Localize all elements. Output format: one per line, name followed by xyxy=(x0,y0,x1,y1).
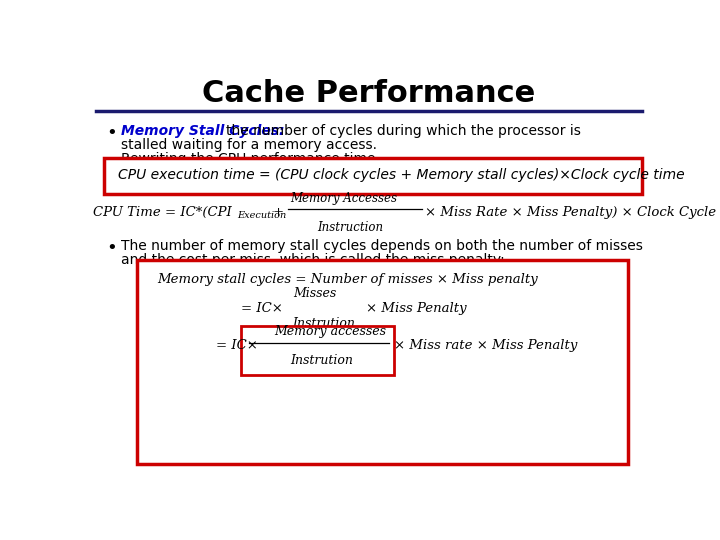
Text: = IC×: = IC× xyxy=(240,302,282,315)
Text: •: • xyxy=(107,152,117,170)
Text: × Miss Penalty: × Miss Penalty xyxy=(366,302,467,315)
Text: Instruction: Instruction xyxy=(318,221,384,234)
Text: Instrution: Instrution xyxy=(292,317,356,330)
Text: •: • xyxy=(107,239,117,256)
Text: Execution: Execution xyxy=(237,211,286,220)
Text: Misses: Misses xyxy=(294,287,337,300)
Text: Instrution: Instrution xyxy=(289,354,353,367)
FancyBboxPatch shape xyxy=(240,326,394,375)
Text: Memory Stall Cycles:: Memory Stall Cycles: xyxy=(121,124,284,138)
Text: The number of memory stall cycles depends on both the number of misses: The number of memory stall cycles depend… xyxy=(121,239,642,253)
FancyBboxPatch shape xyxy=(138,260,629,464)
Text: Memory stall cycles = Number of misses × Miss penalty: Memory stall cycles = Number of misses ×… xyxy=(157,273,538,286)
Text: Rewriting the CPU performance time: Rewriting the CPU performance time xyxy=(121,152,375,166)
Text: × Miss Rate × Miss Penalty) × Clock Cycle Time: × Miss Rate × Miss Penalty) × Clock Cycl… xyxy=(425,206,720,219)
Text: and the cost per miss, which is called the miss penalty:: and the cost per miss, which is called t… xyxy=(121,253,505,267)
Text: +: + xyxy=(273,206,284,219)
Text: CPU execution time = (CPU clock cycles + Memory stall cycles)×Clock cycle time: CPU execution time = (CPU clock cycles +… xyxy=(118,167,685,181)
FancyBboxPatch shape xyxy=(104,158,642,194)
Text: CPU Time = IC*(CPI: CPU Time = IC*(CPI xyxy=(93,206,232,219)
Text: × Miss rate × Miss Penalty: × Miss rate × Miss Penalty xyxy=(394,339,577,352)
Text: Memory accesses: Memory accesses xyxy=(274,325,386,338)
Text: Memory Accesses: Memory Accesses xyxy=(289,192,397,205)
Text: = IC×: = IC× xyxy=(215,339,258,352)
Text: stalled waiting for a memory access.: stalled waiting for a memory access. xyxy=(121,138,377,152)
Text: Cache Performance: Cache Performance xyxy=(202,79,536,109)
Text: •: • xyxy=(107,124,117,142)
Text: the number of cycles during which the processor is: the number of cycles during which the pr… xyxy=(225,124,580,138)
